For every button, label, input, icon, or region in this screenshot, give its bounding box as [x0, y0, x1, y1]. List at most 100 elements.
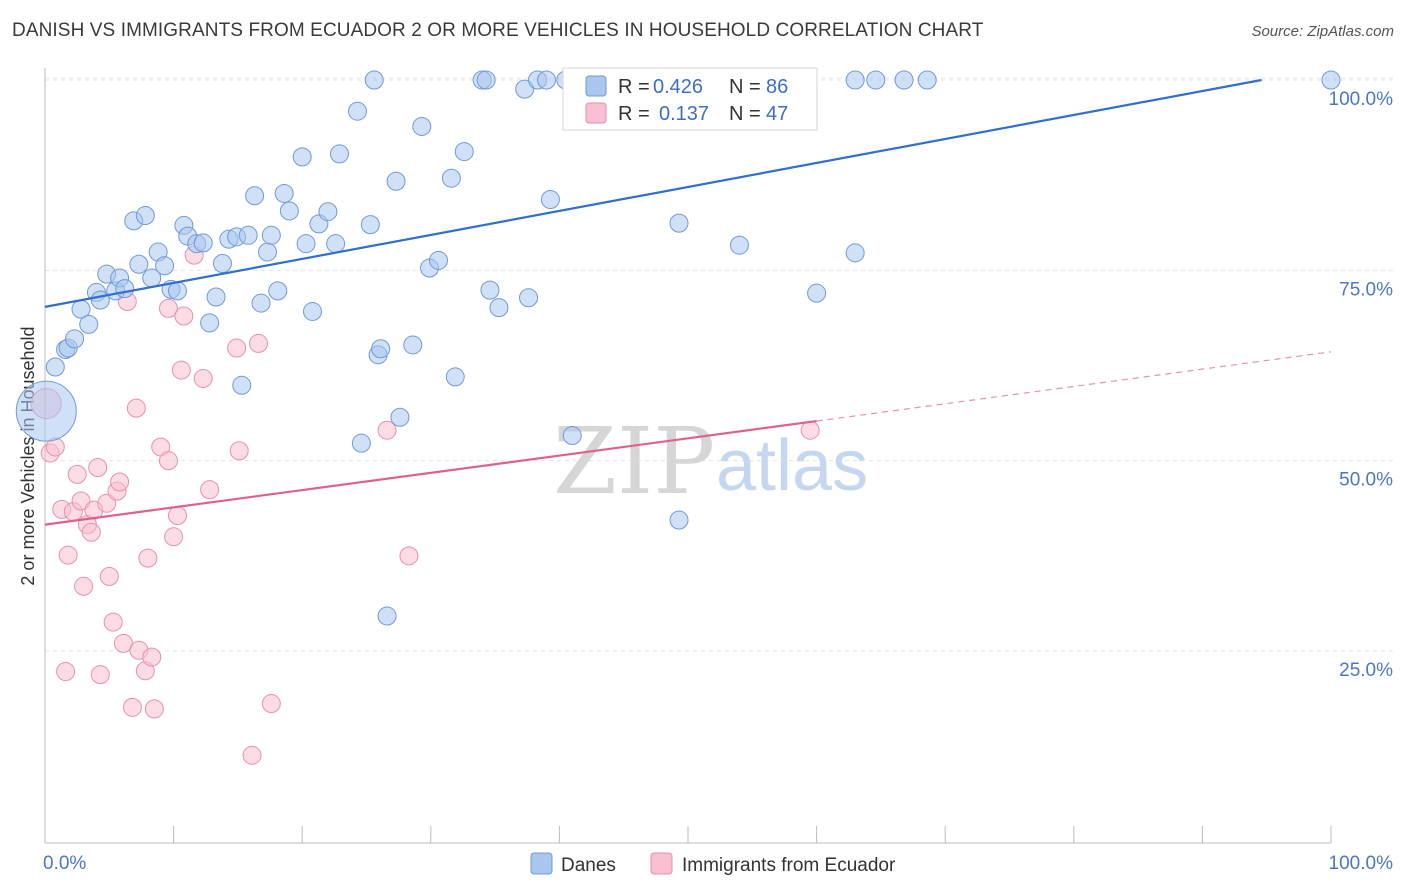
point-danes-8 — [90, 290, 110, 310]
point-ecuador-22 — [122, 697, 142, 717]
legend-swatch-danes — [585, 75, 607, 97]
point-ecuador-31 — [158, 451, 178, 471]
point-danes-70 — [540, 190, 560, 210]
grid-lines — [45, 77, 1393, 652]
y-tick-label-75: 75.0% — [1339, 279, 1393, 300]
point-ecuador-38 — [200, 480, 220, 500]
trendline-ecuador — [44, 419, 817, 526]
point-danes-79 — [845, 70, 865, 90]
point-danes-67 — [519, 288, 539, 308]
point-ecuador-45 — [399, 546, 419, 566]
point-ecuador-43 — [261, 694, 281, 714]
point-ecuador-5 — [58, 545, 78, 565]
point-danes-26 — [206, 287, 226, 307]
point-danes-15 — [135, 206, 155, 226]
y-tick-labels: 25.0% 50.0% 75.0% 100.0% — [1329, 89, 1394, 681]
point-danes-78 — [845, 243, 865, 263]
point-danes-37 — [274, 183, 294, 203]
point-danes-24 — [193, 233, 213, 253]
source-credit: Source: ZipAtlas.com — [1251, 23, 1394, 40]
point-danes-39 — [292, 147, 312, 167]
point-ecuador-13 — [88, 458, 108, 478]
point-danes-83 — [1321, 70, 1341, 90]
y-tick-label-100: 100.0% — [1329, 89, 1394, 110]
bottom-legend-label-danes: Danes — [561, 855, 616, 876]
legend-n-value-danes: 86 — [766, 76, 788, 98]
point-ecuador-28 — [144, 699, 164, 719]
chart-title: DANISH VS IMMIGRANTS FROM ECUADOR 2 OR M… — [12, 20, 984, 41]
legend-r-label-ecuador: R = — [618, 103, 650, 125]
point-ecuador-37 — [193, 368, 213, 388]
point-danes-18 — [155, 256, 175, 276]
trend-lines — [44, 78, 1332, 526]
point-danes-48 — [360, 215, 380, 235]
point-ecuador-35 — [174, 306, 194, 326]
point-ecuador-30 — [158, 298, 178, 318]
point-danes-74 — [669, 510, 689, 530]
y-tick-label-50: 50.0% — [1339, 470, 1393, 491]
point-danes-53 — [386, 171, 406, 191]
point-ecuador-44 — [377, 420, 397, 440]
point-danes-82 — [917, 70, 937, 90]
point-ecuador-4 — [56, 662, 76, 682]
point-ecuador-9 — [74, 576, 94, 596]
legend-n-label-ecuador: N = — [729, 103, 761, 125]
point-danes-63 — [476, 70, 496, 90]
point-ecuador-34 — [171, 360, 191, 380]
y-tick-label-25: 25.0% — [1339, 660, 1393, 681]
point-danes-47 — [351, 433, 371, 453]
point-danes-69 — [537, 70, 557, 90]
point-danes-25 — [200, 313, 220, 333]
point-danes-66 — [515, 79, 535, 99]
point-danes-33 — [251, 293, 271, 313]
point-danes-36 — [268, 281, 288, 301]
point-danes-31 — [238, 225, 258, 245]
point-ecuador-15 — [97, 493, 117, 513]
point-danes-64 — [480, 280, 500, 300]
trendline-danes — [44, 78, 1262, 308]
point-ecuador-33 — [167, 505, 187, 525]
point-danes-77 — [807, 283, 827, 303]
point-ecuador-11 — [81, 522, 101, 542]
point-danes-0 — [15, 380, 77, 442]
point-ecuador-41 — [242, 745, 262, 765]
point-danes-4 — [65, 329, 85, 349]
point-ecuador-16 — [99, 566, 119, 586]
point-danes-76 — [729, 235, 749, 255]
watermark: ZIP atlas — [553, 408, 868, 515]
bottom-legend-swatch-danes — [530, 852, 553, 875]
point-danes-81 — [894, 70, 914, 90]
point-ecuador-27 — [142, 647, 162, 667]
watermark-atlas: atlas — [716, 426, 868, 506]
point-danes-51 — [371, 339, 391, 359]
point-danes-80 — [866, 70, 886, 90]
point-danes-61 — [454, 142, 474, 162]
point-ecuador-17 — [103, 612, 123, 632]
point-danes-55 — [403, 335, 423, 355]
point-danes-56 — [412, 116, 432, 136]
point-danes-58 — [429, 250, 449, 270]
point-danes-71 — [562, 426, 582, 446]
point-ecuador-26 — [138, 548, 158, 568]
point-danes-46 — [347, 101, 367, 121]
bottom-legend: Danes Immigrants from Ecuador — [530, 852, 896, 876]
point-ecuador-40 — [229, 441, 249, 461]
point-ecuador-8 — [71, 491, 91, 511]
point-danes-30 — [232, 375, 252, 395]
point-danes-60 — [445, 367, 465, 387]
x-ticks — [44, 826, 1332, 843]
point-danes-20 — [167, 281, 187, 301]
point-danes-54 — [390, 407, 410, 427]
point-danes-43 — [318, 202, 338, 222]
point-danes-52 — [377, 606, 397, 626]
point-ecuador-19 — [110, 472, 130, 492]
point-danes-44 — [326, 234, 346, 254]
point-danes-65 — [489, 298, 509, 318]
legend-swatch-ecuador — [585, 102, 607, 124]
point-danes-14 — [129, 254, 149, 274]
legend-r-label-danes: R = — [618, 76, 650, 98]
legend-r-value-danes: 0.426 — [653, 76, 703, 98]
point-ecuador-32 — [164, 527, 184, 547]
y-axis-label: 2 or more Vehicles in Household — [18, 326, 38, 585]
